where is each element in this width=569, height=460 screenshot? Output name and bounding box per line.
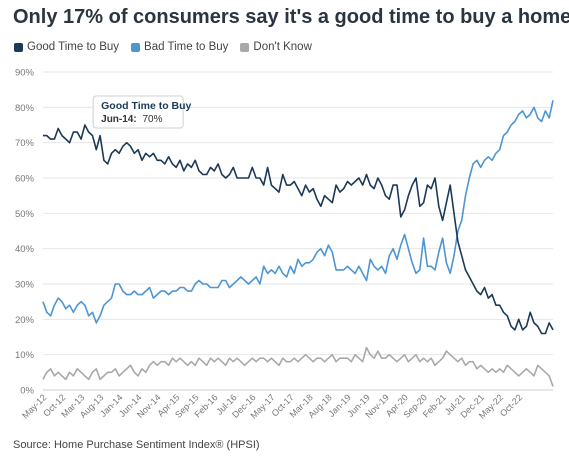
legend-swatch-bad <box>131 42 141 52</box>
y-tick-label: 0% <box>20 386 34 397</box>
y-tick-label: 60% <box>15 174 35 185</box>
grid-lines <box>43 71 553 391</box>
x-axis-ticks: May-12Oct-12Mar-13Aug-13Jan-14Jun-14Nov-… <box>20 392 524 420</box>
y-tick-label: 20% <box>15 315 35 326</box>
series-line-bad-time-to-buy[interactable] <box>42 100 554 324</box>
tooltip-x-label: Jun-14: <box>101 114 137 125</box>
series-lines <box>42 100 554 387</box>
y-tick-label: 50% <box>15 209 35 220</box>
y-axis-ticks: 0% 10% 20% 30% 40% 50% 60% 70% 80% 90% <box>15 68 35 397</box>
tooltip-value: 70% <box>142 114 162 125</box>
y-tick-label: 10% <box>15 350 35 361</box>
legend-swatch-dont-know <box>240 42 250 52</box>
legend-swatch-good <box>14 42 23 52</box>
y-tick-label: 80% <box>15 103 35 114</box>
legend-label-dont-know: Don't Know <box>253 41 312 53</box>
legend-item-bad[interactable]: Bad Time to Buy <box>131 41 228 53</box>
legend-label-good: Good Time to Buy <box>27 41 120 53</box>
legend-item-good[interactable]: Good Time to Buy <box>14 41 119 53</box>
series-line-don-t-know[interactable] <box>42 346 554 387</box>
legend-item-dont-know[interactable]: Don't Know <box>240 41 312 53</box>
y-tick-label: 90% <box>15 68 35 79</box>
tooltip-value-line: Jun-14: 70% <box>101 114 162 125</box>
x-tick-label: May-12 <box>20 392 48 420</box>
y-tick-label: 30% <box>15 280 35 291</box>
legend: Good Time to Buy Bad Time to Buy Don't K… <box>14 41 312 53</box>
y-tick-label: 40% <box>15 244 35 255</box>
tooltip-title: Good Time to Buy <box>101 100 191 112</box>
series-line-good-time-to-buy[interactable] <box>43 124 554 335</box>
tooltip: Good Time to Buy Jun-14: 70% <box>92 95 192 129</box>
tooltip-box <box>92 95 184 129</box>
source-note: Source: Home Purchase Sentiment Index® (… <box>13 439 260 451</box>
y-tick-label: 70% <box>15 138 35 149</box>
chart-title: Only 17% of consumers say it's a good ti… <box>13 6 569 28</box>
legend-label-bad: Bad Time to Buy <box>144 41 229 53</box>
